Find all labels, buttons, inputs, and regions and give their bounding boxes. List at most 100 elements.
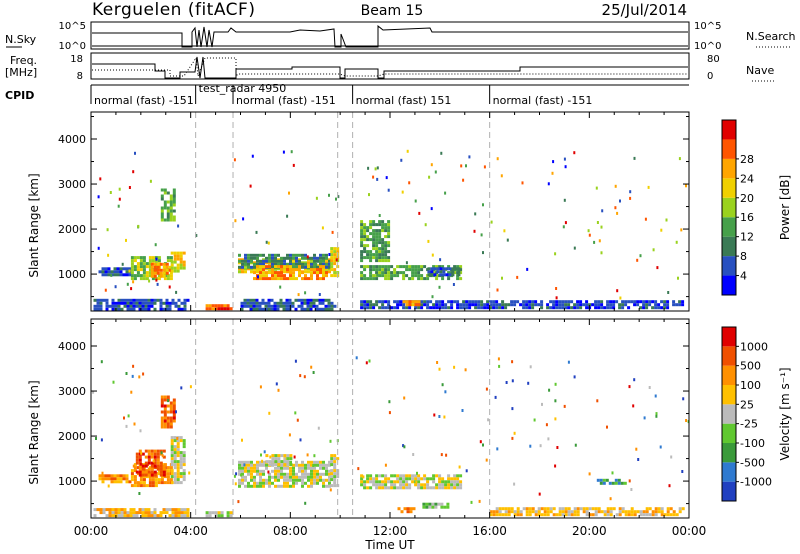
echo-cell xyxy=(289,259,292,263)
echo-speckle xyxy=(629,196,632,200)
echo-cell xyxy=(645,510,649,514)
echo-speckle xyxy=(548,388,551,392)
echo-cell xyxy=(363,268,367,272)
echo-cell xyxy=(148,484,152,488)
echo-cell xyxy=(369,474,373,478)
echo-speckle xyxy=(487,418,490,422)
echo-cell xyxy=(101,267,105,271)
echo-cell xyxy=(384,477,388,481)
echo-cell xyxy=(307,472,310,476)
echo-cell xyxy=(93,307,97,311)
echo-speckle xyxy=(485,387,488,391)
echo-cell xyxy=(244,259,247,263)
echo-speckle xyxy=(138,492,141,495)
echo-cell xyxy=(169,425,173,429)
echo-speckle xyxy=(436,361,439,364)
echo-cell xyxy=(456,300,460,304)
colorbar-tick-label: 1000 xyxy=(740,340,768,353)
echo-cell xyxy=(462,306,466,310)
echo-cell xyxy=(101,480,105,484)
echo-speckle xyxy=(328,193,330,197)
echo-speckle xyxy=(564,165,567,169)
echo-cell xyxy=(434,502,438,506)
echo-cell xyxy=(166,472,170,476)
echo-cell xyxy=(93,514,97,518)
echo-cell xyxy=(150,464,154,468)
echo-cell xyxy=(139,274,143,278)
echo-cell xyxy=(285,298,289,302)
echo-cell xyxy=(434,505,438,509)
echo-cell xyxy=(396,265,400,269)
echo-speckle xyxy=(130,390,133,394)
echo-cell xyxy=(555,303,559,307)
echo-speckle xyxy=(403,445,406,449)
echo-cell xyxy=(522,306,526,310)
echo-cell xyxy=(250,270,253,274)
echo-cell xyxy=(262,472,265,476)
echo-cell xyxy=(250,475,253,479)
echo-cell xyxy=(271,274,274,278)
echo-cell xyxy=(417,483,421,487)
echo-cell xyxy=(173,475,177,479)
echo-cell xyxy=(297,298,301,302)
echo-cell xyxy=(173,266,177,270)
echo-cell xyxy=(259,478,262,482)
echo-cell xyxy=(366,256,370,260)
echo-cell xyxy=(111,307,115,311)
echo-cell xyxy=(253,484,256,488)
echo-cell xyxy=(375,483,379,487)
echo-speckle xyxy=(482,251,484,255)
echo-cell xyxy=(295,460,298,464)
echo-cell xyxy=(105,301,109,305)
echo-cell xyxy=(369,223,373,227)
echo-cell xyxy=(265,463,268,467)
echo-speckle xyxy=(385,176,388,180)
echo-cell xyxy=(162,464,166,468)
echo-cell xyxy=(177,508,181,512)
echo-cell xyxy=(150,304,154,308)
echo-cell xyxy=(144,514,148,518)
echo-cell xyxy=(244,469,247,473)
echo-cell xyxy=(292,481,295,485)
echo-cell xyxy=(447,265,451,269)
echo-cell xyxy=(244,253,247,257)
echo-cell xyxy=(120,307,124,311)
echo-cell xyxy=(378,241,382,245)
echo-cell xyxy=(277,277,280,281)
echo-cell xyxy=(142,274,146,278)
echo-cell xyxy=(405,477,409,481)
echo-cell xyxy=(378,300,382,304)
echo-speckle xyxy=(123,416,125,420)
echo-cell xyxy=(387,274,391,278)
echo-speckle xyxy=(633,156,636,160)
echo-cell xyxy=(169,478,173,482)
echo-cell xyxy=(330,301,334,305)
echo-cell xyxy=(126,511,130,515)
echo-cell xyxy=(116,480,120,484)
echo-cell xyxy=(148,274,152,278)
echo-cell xyxy=(304,472,307,476)
echo-cell xyxy=(516,507,520,511)
echo-cell xyxy=(105,304,109,308)
echo-cell xyxy=(156,455,160,459)
echo-cell xyxy=(156,271,160,275)
echo-speckle xyxy=(288,191,290,195)
echo-cell xyxy=(372,477,376,481)
echo-cell xyxy=(642,510,646,514)
echo-cell xyxy=(156,467,160,471)
echo-cell xyxy=(163,416,167,420)
echo-cell xyxy=(214,511,218,515)
echo-cell xyxy=(313,475,316,479)
echo-cell xyxy=(436,270,440,274)
echo-cell xyxy=(122,267,126,271)
echo-cell xyxy=(573,510,577,514)
echo-cell xyxy=(169,419,173,423)
echo-cell xyxy=(369,238,373,242)
echo-cell xyxy=(319,256,322,260)
echo-cell xyxy=(292,271,295,275)
echo-cell xyxy=(135,301,139,305)
echo-cell xyxy=(133,469,137,473)
echo-cell xyxy=(220,514,224,518)
echo-speckle xyxy=(283,457,286,461)
echo-cell xyxy=(423,483,427,487)
